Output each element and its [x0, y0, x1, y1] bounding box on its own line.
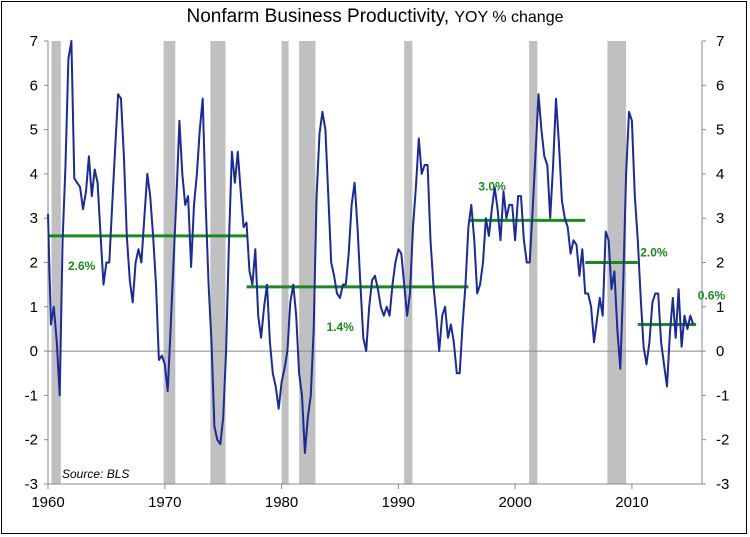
- average-label-2: 3.0%: [478, 179, 506, 193]
- recession-band-2: [210, 41, 226, 484]
- y-tick-label-right: -3: [716, 476, 729, 493]
- y-tick-label-right: 3: [716, 210, 724, 227]
- x-tick-label: 1990: [382, 494, 415, 511]
- series-line: [47, 40, 695, 454]
- y-tick-label-left: 5: [30, 122, 38, 139]
- x-tick-label: 1970: [148, 494, 181, 511]
- y-tick-label-right: 6: [716, 77, 724, 94]
- y-tick-label-right: 1: [716, 299, 724, 316]
- y-tick-label-right: 2: [716, 255, 724, 272]
- x-tick-label: 1980: [265, 494, 298, 511]
- y-tick-label-left: -2: [25, 432, 38, 449]
- axes: -3 -3 -2 -2 -1 -1 0 0 1 1 2 2 3 3 4 4 5 5 6 6 7 7 1960 1970 1980…: [25, 33, 730, 511]
- y-tick-label-left: 7: [30, 33, 38, 50]
- recession-band-3: [281, 41, 289, 484]
- recession-band-6: [529, 41, 538, 484]
- x-tick-label: 2000: [498, 494, 531, 511]
- y-tick-label-left: 0: [30, 343, 38, 360]
- x-tick-label: 1960: [31, 494, 64, 511]
- chart-title: Nonfarm Business Productivity, YOY % cha…: [0, 6, 750, 28]
- y-tick-label-right: 7: [716, 33, 724, 50]
- title-main: Nonfarm Business Productivity,: [186, 6, 450, 27]
- average-labels: 2.6% 1.4% 3.0% 2.0% 0.6%: [68, 179, 725, 333]
- y-tick-label-right: 0: [716, 343, 724, 360]
- average-label-0: 2.6%: [68, 259, 96, 273]
- y-tick-label-left: -3: [25, 476, 38, 493]
- y-tick-label-left: 3: [30, 210, 38, 227]
- average-label-1: 1.4%: [327, 320, 355, 334]
- y-tick-label-left: 2: [30, 255, 38, 272]
- y-tick-label-left: 6: [30, 77, 38, 94]
- source-note: Source: BLS: [62, 467, 129, 481]
- y-tick-label-right: 5: [716, 122, 724, 139]
- y-tick-label-left: 1: [30, 299, 38, 316]
- y-tick-label-left: 4: [30, 166, 38, 183]
- average-label-3: 2.0%: [640, 246, 668, 260]
- title-sub: YOY % change: [454, 9, 564, 26]
- recession-band-0: [51, 41, 61, 484]
- productivity-series-line: [47, 40, 695, 454]
- recession-band-1: [163, 41, 176, 484]
- recession-band-5: [404, 41, 413, 484]
- y-tick-label-right: 4: [716, 166, 724, 183]
- average-label-4: 0.6%: [698, 289, 726, 303]
- y-tick-label-left: -1: [25, 387, 38, 404]
- y-tick-label-right: -1: [716, 387, 729, 404]
- y-tick-label-right: -2: [716, 432, 729, 449]
- x-tick-label: 2010: [615, 494, 648, 511]
